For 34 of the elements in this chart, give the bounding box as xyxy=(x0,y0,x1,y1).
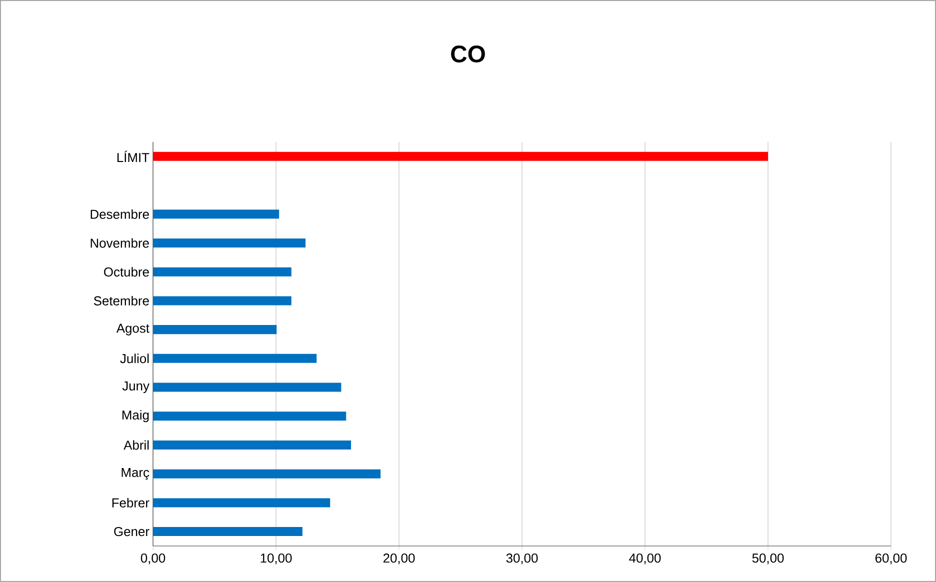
y-tick-label: Abril xyxy=(124,440,149,450)
y-tick-label: Agost xyxy=(116,324,150,336)
y-tick-label: Març xyxy=(122,468,150,480)
y-tick-label: Novembre xyxy=(90,238,149,248)
y-tick-label: Febrer xyxy=(112,498,150,508)
y-tick-label: Maig xyxy=(122,410,149,422)
bar xyxy=(153,354,317,363)
x-tick-label: 0,00 xyxy=(140,554,166,564)
x-tick-label: 30,00 xyxy=(506,554,538,564)
y-tick-label: LÍMIT xyxy=(117,150,150,162)
y-tick-label: Octubre xyxy=(104,267,149,277)
x-tick-label: 50,00 xyxy=(752,554,784,564)
bar xyxy=(153,498,330,508)
y-tick-label: Desembre xyxy=(90,209,149,219)
bar xyxy=(153,527,302,536)
bar xyxy=(153,238,306,248)
bar xyxy=(153,152,768,161)
bar xyxy=(153,296,292,306)
bar xyxy=(153,440,352,450)
x-tick-label: 20,00 xyxy=(383,554,415,564)
bar xyxy=(153,325,277,334)
bar xyxy=(153,210,280,219)
x-tick-label: 40,00 xyxy=(629,554,661,564)
bar xyxy=(153,469,381,478)
x-tick-label: 10,00 xyxy=(260,554,292,564)
bar xyxy=(153,267,292,276)
y-tick-label: Gener xyxy=(114,526,150,536)
y-tick-label: Juny xyxy=(122,381,150,394)
y-tick-label: Juliol xyxy=(120,354,149,364)
chart-title: CO xyxy=(451,46,485,62)
x-tick-label: 60,00 xyxy=(875,554,907,564)
y-tick-label: Setembre xyxy=(94,296,149,306)
bar xyxy=(153,382,342,392)
bar xyxy=(153,412,346,421)
